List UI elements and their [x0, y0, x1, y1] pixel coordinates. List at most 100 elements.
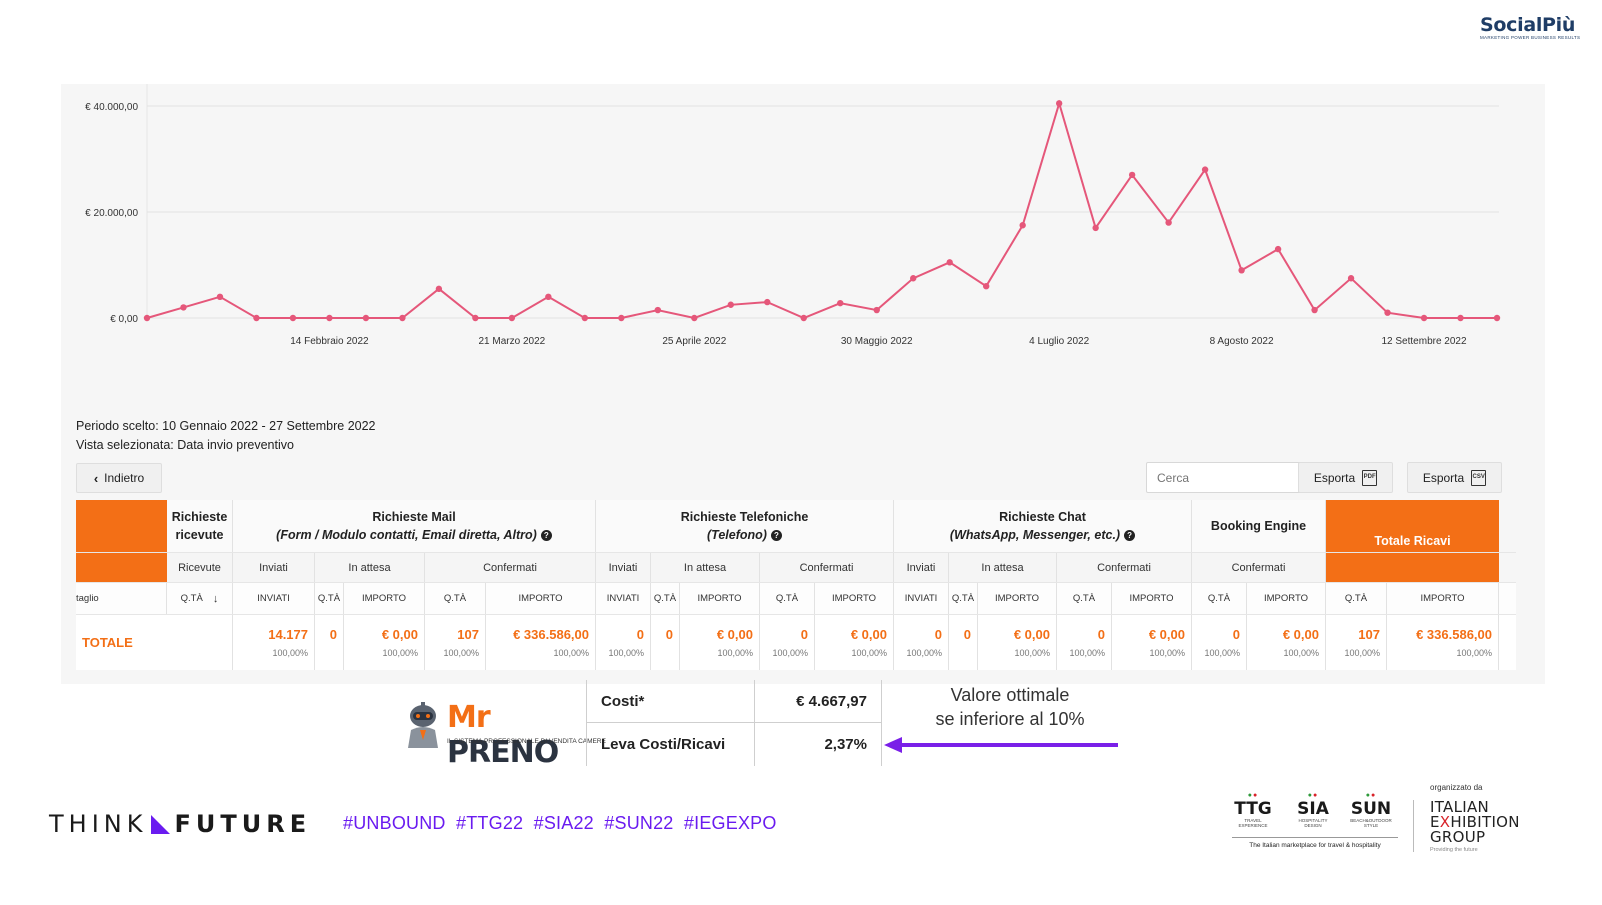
- summary-row-costi: Costi* € 4.667,97: [587, 680, 881, 723]
- col-ricevute-qta[interactable]: Q.TÀ ↓: [167, 583, 233, 614]
- data-point[interactable]: [435, 285, 443, 293]
- data-point[interactable]: [1092, 224, 1099, 232]
- cell-percent: 100,00%: [553, 648, 589, 658]
- col-chat-attesa-importo[interactable]: IMPORTO: [978, 583, 1057, 614]
- cell-percent: 100,00%: [1283, 648, 1319, 658]
- data-point[interactable]: [1311, 306, 1318, 314]
- data-point[interactable]: [289, 314, 297, 322]
- data-point[interactable]: [581, 314, 589, 322]
- data-point[interactable]: [727, 301, 734, 308]
- col-dettaglio: taglio: [76, 583, 167, 614]
- data-point[interactable]: [1165, 219, 1172, 226]
- col-tel-inviati[interactable]: INVIATI: [596, 583, 651, 614]
- data-point[interactable]: [1493, 314, 1501, 322]
- data-point[interactable]: [691, 314, 698, 322]
- table-cell: 0: [315, 615, 344, 670]
- cell-value: € 0,00: [850, 627, 887, 642]
- cell-percent: [968, 648, 971, 658]
- x-tick-label: 8 Agosto 2022: [1210, 336, 1274, 347]
- data-point[interactable]: [1019, 222, 1026, 229]
- mrpreno-wordmark: Mr PRENO: [447, 700, 578, 770]
- data-point[interactable]: [618, 314, 625, 322]
- tel-title: Richieste Telefoniche: [680, 510, 809, 524]
- dots-icon: ●●: [1247, 792, 1259, 799]
- data-point[interactable]: [764, 298, 771, 306]
- col-mail-inviati[interactable]: INVIATI: [233, 583, 315, 614]
- col-chat-attesa-qta[interactable]: Q.TÀ: [949, 583, 978, 614]
- col-mail-conf-importo[interactable]: IMPORTO: [486, 583, 596, 614]
- data-point[interactable]: [472, 314, 479, 322]
- data-point[interactable]: [800, 314, 807, 322]
- col-booking-qta[interactable]: Q.TÀ: [1192, 583, 1247, 614]
- col-mail-attesa-qta[interactable]: Q.TÀ: [315, 583, 344, 614]
- data-point[interactable]: [1274, 245, 1282, 253]
- marketplace-text: The Italian marketplace for travel & hos…: [1249, 842, 1381, 849]
- data-point[interactable]: [362, 314, 370, 322]
- sub-booking-confermati: Confermati: [1192, 553, 1326, 582]
- col-chat-conf-qta[interactable]: Q.TÀ: [1057, 583, 1112, 614]
- col-mail-conf-qta[interactable]: Q.TÀ: [425, 583, 486, 614]
- table-cell: 0 100,00%: [760, 615, 815, 670]
- col-totale-qta[interactable]: Q.TÀ: [1326, 583, 1387, 614]
- col-chat-inviati[interactable]: INVIATI: [894, 583, 949, 614]
- data-point[interactable]: [1055, 100, 1063, 107]
- data-point[interactable]: [143, 314, 151, 322]
- help-icon[interactable]: ?: [770, 530, 782, 542]
- cell-value: 0: [934, 627, 942, 642]
- data-point[interactable]: [910, 275, 917, 282]
- tel-subtitle: (Telefono): [707, 528, 767, 542]
- data-point[interactable]: [1457, 314, 1464, 322]
- col-chat-conf-importo[interactable]: IMPORTO: [1112, 583, 1192, 614]
- table-cell: [76, 615, 167, 670]
- col-tel-conf-importo[interactable]: IMPORTO: [815, 583, 894, 614]
- export-pdf-button[interactable]: Esporta PDF: [1298, 462, 1393, 493]
- col-totale-importo[interactable]: IMPORTO: [1387, 583, 1499, 614]
- data-point[interactable]: [545, 293, 552, 300]
- data-point[interactable]: [946, 259, 953, 266]
- data-point[interactable]: [1201, 166, 1209, 173]
- header-corner: [76, 500, 167, 582]
- totale-label: TOTALE: [82, 635, 133, 650]
- data-point[interactable]: [1347, 275, 1355, 282]
- sub-ricevute: Ricevute: [167, 553, 233, 582]
- data-point[interactable]: [1384, 309, 1391, 316]
- back-button[interactable]: ‹ Indietro: [76, 463, 162, 493]
- export-pdf-label: Esporta: [1313, 470, 1356, 485]
- data-point[interactable]: [654, 306, 662, 314]
- help-icon[interactable]: ?: [540, 530, 552, 542]
- data-point[interactable]: [1238, 267, 1245, 274]
- x-tick-label: 14 Febbraio 2022: [290, 336, 369, 347]
- col-tel-attesa-importo[interactable]: IMPORTO: [680, 583, 760, 614]
- table-cell: € 0,00 100,00%: [1247, 615, 1326, 670]
- data-point[interactable]: [837, 299, 844, 307]
- export-csv-button[interactable]: Esporta CSV: [1407, 462, 1502, 493]
- data-point[interactable]: [1128, 171, 1136, 179]
- col-mail-attesa-importo[interactable]: IMPORTO: [344, 583, 425, 614]
- data-point[interactable]: [180, 304, 187, 311]
- x-tick-label: 12 Settembre 2022: [1381, 336, 1466, 347]
- totale-ricavi-title: Totale Ricavi: [1374, 534, 1451, 548]
- col-tel-attesa-qta[interactable]: Q.TÀ: [651, 583, 680, 614]
- ttg-logo: ●● TTG TRAVEL EXPERIENCE: [1230, 792, 1276, 828]
- cell-percent: 100,00%: [772, 648, 808, 658]
- chevron-left-icon: ‹: [93, 470, 99, 486]
- table-cell: € 0,00 100,00%: [978, 615, 1057, 670]
- data-point[interactable]: [508, 314, 516, 322]
- help-icon[interactable]: ?: [1124, 530, 1136, 542]
- search-input[interactable]: [1146, 462, 1308, 493]
- hashtags: #UNBOUND #TTG22 #SIA22 #SUN22 #IEGEXPO: [343, 813, 777, 833]
- cell-value: 107: [457, 627, 479, 642]
- data-point[interactable]: [216, 293, 224, 300]
- data-point[interactable]: [326, 314, 333, 322]
- sort-down-icon[interactable]: ↓: [212, 592, 219, 605]
- ricevute-line2: ricevute: [175, 528, 224, 542]
- col-tel-conf-qta[interactable]: Q.TÀ: [760, 583, 815, 614]
- table-cell: 14.177 100,00%: [233, 615, 315, 670]
- data-point[interactable]: [253, 314, 260, 322]
- summary-row-leva: Leva Costi/Ricavi 2,37%: [587, 723, 881, 766]
- data-point[interactable]: [399, 314, 406, 322]
- col-booking-importo[interactable]: IMPORTO: [1247, 583, 1326, 614]
- data-point[interactable]: [1420, 314, 1428, 322]
- data-point[interactable]: [873, 306, 880, 314]
- data-point[interactable]: [982, 283, 990, 290]
